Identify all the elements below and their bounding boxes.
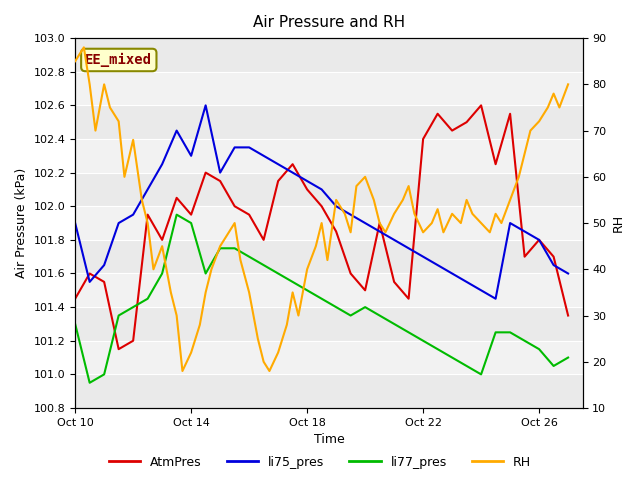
Bar: [75, 206, 582, 240]
Y-axis label: RH: RH: [612, 214, 625, 232]
Bar: [75, 139, 582, 173]
Bar: [75, 38, 582, 72]
Bar: [75, 274, 582, 307]
Bar: [75, 374, 582, 408]
Legend: AtmPres, li75_pres, li77_pres, RH: AtmPres, li75_pres, li77_pres, RH: [104, 451, 536, 474]
Bar: [75, 341, 582, 374]
Text: EE_mixed: EE_mixed: [85, 53, 152, 67]
Bar: [75, 240, 582, 274]
Title: Air Pressure and RH: Air Pressure and RH: [253, 15, 405, 30]
Bar: [75, 173, 582, 206]
Bar: [75, 72, 582, 106]
Y-axis label: Air Pressure (kPa): Air Pressure (kPa): [15, 168, 28, 278]
X-axis label: Time: Time: [314, 433, 344, 446]
Bar: [75, 307, 582, 341]
Bar: [75, 106, 582, 139]
